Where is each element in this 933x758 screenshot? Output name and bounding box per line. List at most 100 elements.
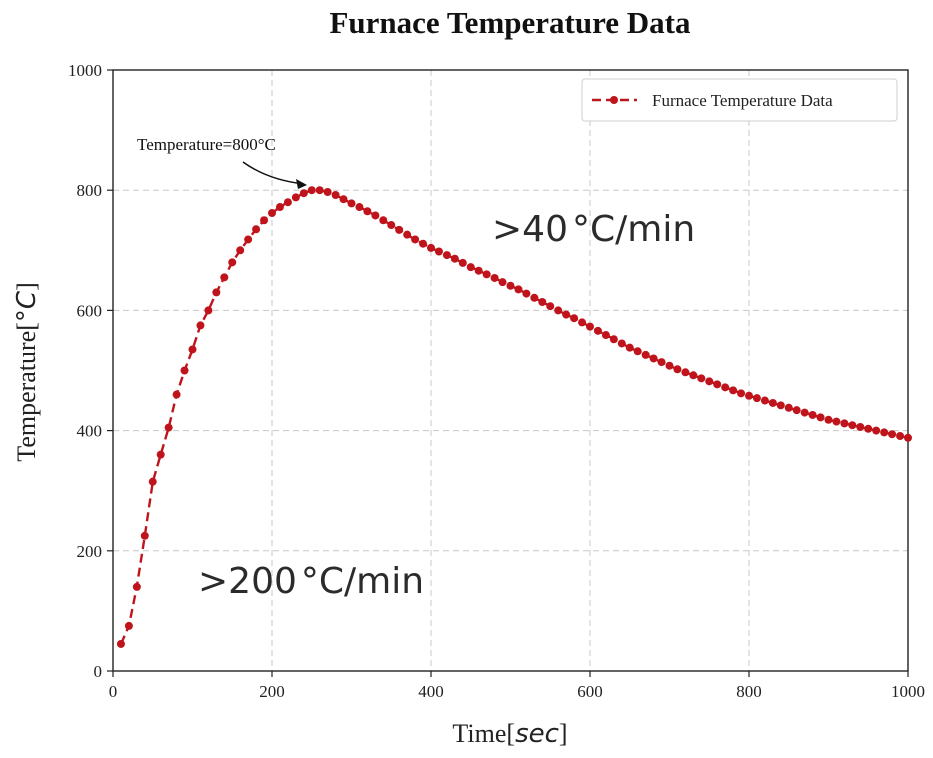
data-point	[784, 403, 793, 412]
y-tick-label: 400	[77, 422, 103, 441]
axis-tick-labels: 0 200 400 600 800 1000 0 200 400 600 800 1000	[68, 61, 925, 701]
series-points	[116, 186, 912, 648]
data-point	[299, 189, 308, 198]
heating-rate-unit: °C/min	[301, 561, 424, 602]
data-point	[434, 247, 443, 256]
x-tick-label: 800	[736, 682, 762, 701]
data-point	[220, 273, 229, 282]
data-point	[522, 289, 531, 298]
data-point	[403, 230, 412, 239]
data-point	[904, 433, 912, 442]
data-point	[625, 343, 634, 352]
legend: Furnace Temperature Data	[581, 78, 898, 122]
data-point	[355, 203, 364, 212]
data-point	[132, 582, 141, 591]
data-point	[601, 331, 610, 340]
data-point	[856, 422, 865, 431]
data-point	[609, 335, 618, 344]
y-axis-label: Temperature[°C]	[12, 282, 42, 462]
data-point	[466, 263, 475, 272]
chart-title: Furnace Temperature Data	[329, 5, 691, 40]
data-point	[697, 374, 706, 383]
data-point	[848, 421, 857, 430]
data-point	[808, 410, 817, 419]
data-point	[236, 246, 245, 255]
data-point	[760, 396, 769, 405]
data-point	[816, 413, 825, 422]
data-point	[896, 432, 905, 441]
y-tick-label: 600	[77, 301, 103, 320]
data-point	[673, 365, 682, 374]
data-point	[124, 621, 133, 630]
x-axis-unit: sec	[515, 719, 559, 749]
cooling-rate-prefix: >	[492, 209, 522, 250]
data-point	[252, 225, 261, 234]
data-point	[586, 322, 594, 331]
data-point	[721, 383, 730, 392]
data-point	[665, 361, 674, 370]
data-point	[498, 278, 507, 287]
data-point	[347, 199, 356, 208]
data-point	[776, 401, 785, 410]
data-point	[315, 186, 324, 195]
data-point	[832, 417, 841, 426]
x-tick-label: 400	[418, 682, 444, 701]
cooling-rate-label: >40 °C/min	[492, 209, 695, 250]
y-axis-close-bracket: ]	[12, 282, 41, 291]
data-point	[506, 281, 515, 290]
data-point	[864, 424, 873, 433]
y-tick-label: 1000	[68, 61, 102, 80]
x-axis-label-text: Time	[452, 719, 506, 748]
legend-entry-label: Furnace Temperature Data	[652, 91, 833, 110]
y-axis-open-bracket: [	[12, 322, 41, 331]
y-tick-label: 200	[77, 542, 103, 561]
data-point	[140, 531, 149, 540]
data-point	[530, 293, 539, 302]
data-point	[737, 389, 746, 398]
data-point	[244, 235, 253, 244]
x-tick-label: 1000	[891, 682, 925, 701]
x-tick-label: 600	[577, 682, 603, 701]
data-point	[705, 377, 714, 386]
legend-marker-sample	[610, 96, 618, 104]
data-point	[554, 306, 563, 315]
data-point	[752, 394, 761, 403]
series-line-furnace-temperature	[119, 189, 909, 645]
legend-box	[581, 78, 898, 122]
data-point	[880, 428, 889, 437]
cooling-rate-unit: °C/min	[572, 209, 695, 250]
data-point	[562, 310, 571, 319]
data-point	[490, 273, 499, 282]
data-point	[196, 321, 205, 330]
data-point	[379, 216, 388, 225]
data-point	[419, 239, 428, 248]
heating-rate-prefix: >	[198, 561, 228, 602]
data-point	[148, 477, 157, 486]
data-point	[641, 350, 650, 359]
data-point	[371, 211, 380, 220]
data-point	[649, 354, 658, 363]
heating-rate-label: >200 °C/min	[198, 561, 424, 602]
data-point	[689, 371, 698, 380]
data-point	[156, 450, 165, 459]
plot-frame	[112, 69, 909, 672]
data-point	[387, 221, 396, 230]
data-point	[546, 302, 555, 311]
data-point	[514, 285, 523, 294]
data-point	[538, 297, 547, 306]
data-point	[840, 419, 849, 428]
data-point	[307, 186, 316, 195]
data-point	[450, 254, 459, 263]
data-point	[482, 270, 491, 279]
data-point	[291, 193, 300, 202]
x-tick-label: 200	[259, 682, 285, 701]
data-point	[681, 368, 690, 377]
data-point	[331, 191, 340, 200]
data-point	[792, 406, 801, 415]
data-point	[593, 326, 602, 335]
data-point	[872, 426, 881, 435]
heating-rate-value: 200	[228, 561, 297, 602]
data-point	[824, 415, 833, 424]
peak-annotation-arrow	[242, 161, 305, 185]
data-point	[411, 235, 420, 244]
